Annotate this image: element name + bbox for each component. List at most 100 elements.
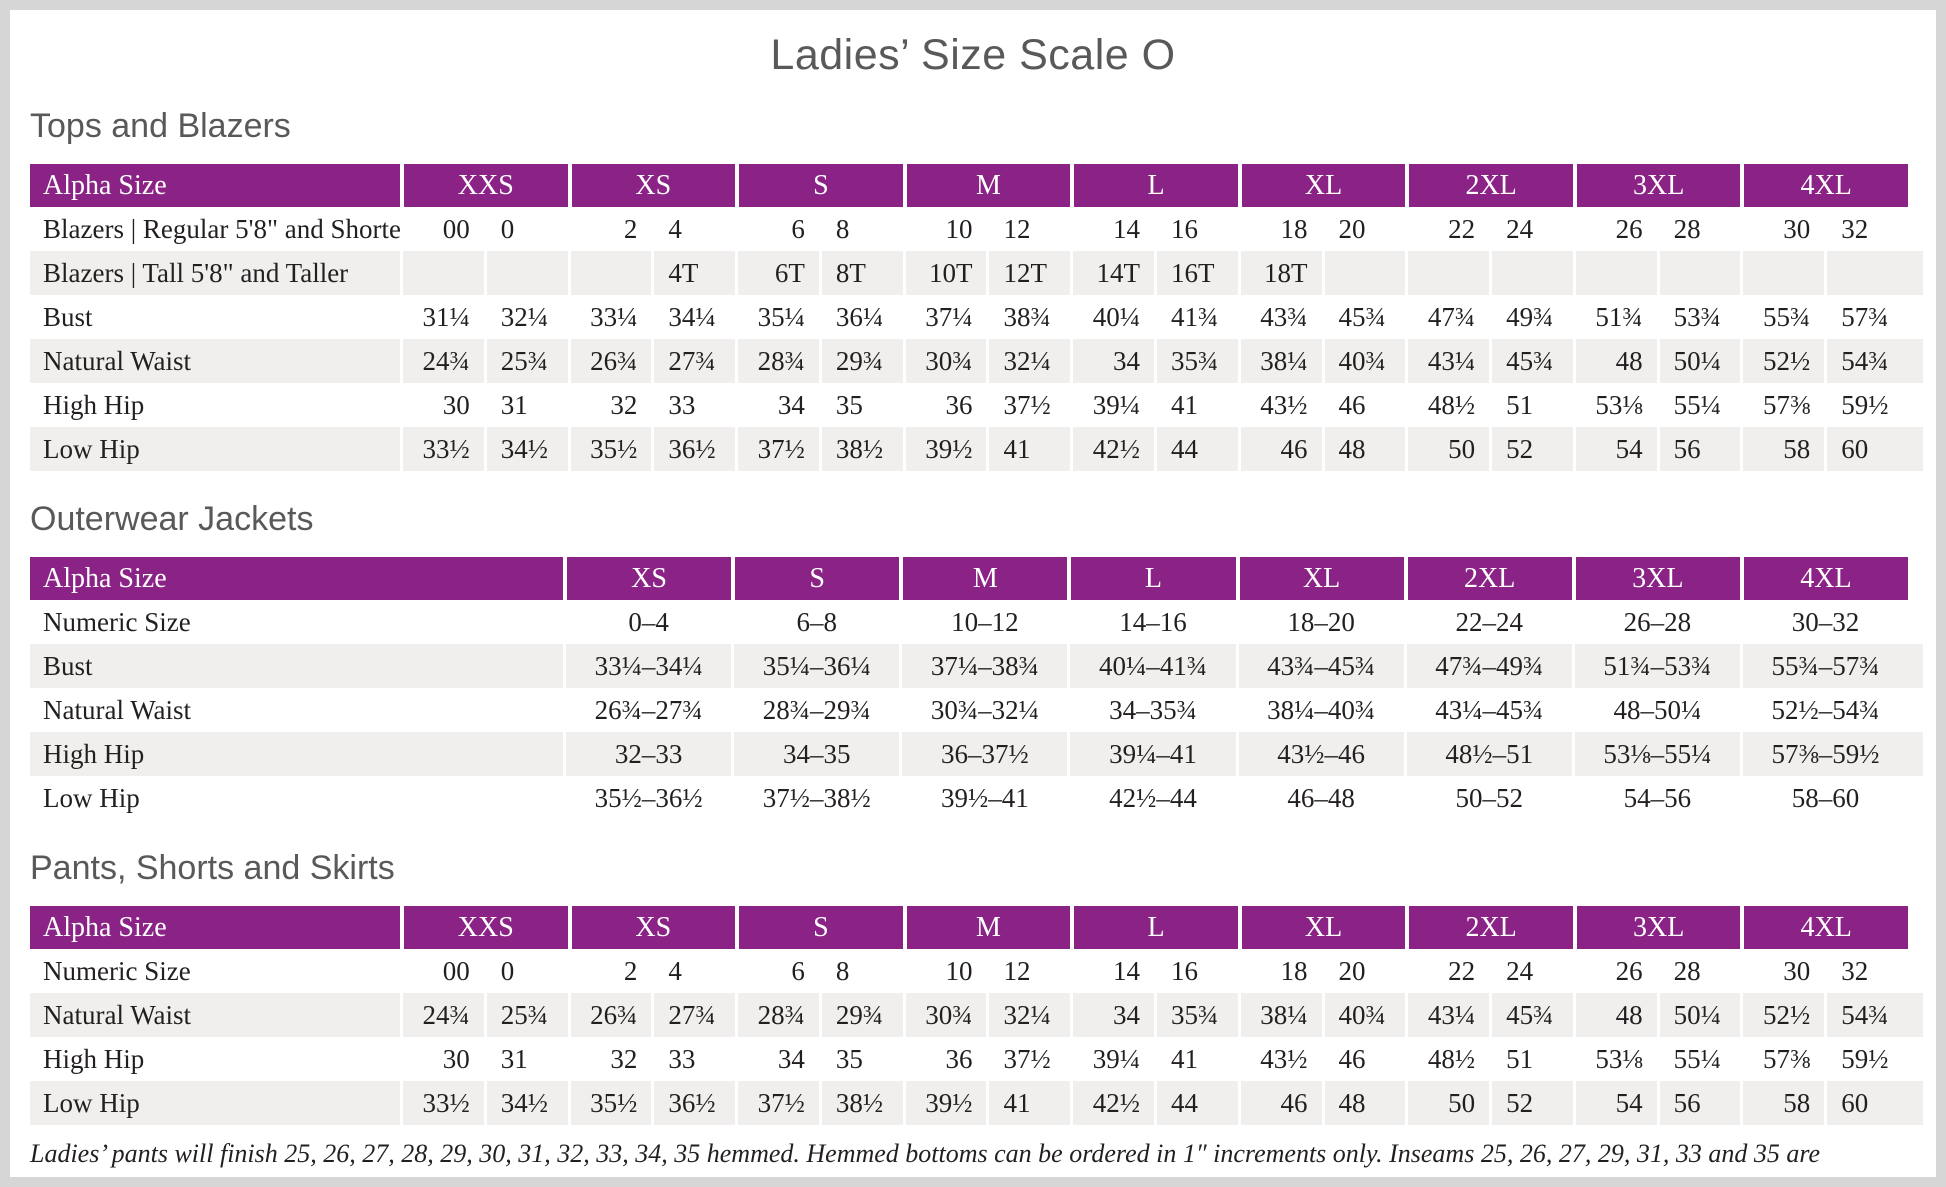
size-cell: 48½–51 <box>1403 732 1572 776</box>
size-cell: 32 <box>567 383 652 427</box>
size-cell: 32¼ <box>986 993 1070 1037</box>
row-label: Bust <box>43 651 93 681</box>
size-group-header-cell: M <box>902 906 1071 949</box>
size-cell: 59½ <box>1824 383 1908 427</box>
size-cell: 47¾ <box>1405 295 1489 339</box>
size-cell: 2 <box>567 207 652 251</box>
size-cell: 6 <box>735 949 819 993</box>
size-group-header-cell: 2XL <box>1405 164 1573 207</box>
size-cell: 48–50¼ <box>1571 688 1740 732</box>
size-cell: 35 <box>818 1037 903 1081</box>
size-cell: 4 <box>651 207 735 251</box>
size-cell: 46 <box>1321 1037 1406 1081</box>
size-cell <box>1405 251 1489 295</box>
size-cell: 41¾ <box>1154 295 1238 339</box>
table-row: Blazers | Regular 5'8" and Shorter 00 0 2 4 6… <box>30 207 1923 251</box>
size-cell: 52½–54¾ <box>1739 688 1908 732</box>
header-row: Alpha Size XS S M L XL 2XL 3XL 4XL <box>30 557 1908 600</box>
size-group-header-cell: S <box>735 164 903 207</box>
size-group-header-cell: L <box>1070 164 1238 207</box>
row-label: Low Hip <box>43 434 140 464</box>
size-cell: 53¾ <box>1656 295 1741 339</box>
size-cell: 35¾ <box>1154 339 1238 383</box>
size-cell <box>1572 251 1657 295</box>
size-cell: 30¾ <box>902 339 987 383</box>
size-cell: 34 <box>735 383 819 427</box>
size-cell: 8 <box>818 207 903 251</box>
size-cell: 34–35¾ <box>1067 688 1235 732</box>
size-cell: 48½ <box>1405 383 1489 427</box>
size-cell: 60 <box>1824 1081 1908 1125</box>
size-cell: 48 <box>1572 339 1657 383</box>
size-cell: 58–60 <box>1739 776 1908 820</box>
size-cell: 37½ <box>735 427 819 471</box>
size-cell: 31¼ <box>400 295 484 339</box>
size-cell: 30 <box>1740 949 1824 993</box>
size-cell: 39½ <box>902 427 987 471</box>
size-cell: 53⅛ <box>1572 1037 1657 1081</box>
size-cell: 32¼ <box>483 295 568 339</box>
size-cell: 28¾–29¾ <box>731 688 899 732</box>
size-cell: 28¾ <box>735 993 819 1037</box>
size-cell: 47¾–49¾ <box>1403 644 1572 688</box>
row-label: Natural Waist <box>43 1000 192 1030</box>
size-cell: 20 <box>1321 207 1406 251</box>
size-cell: 0–4 <box>563 600 731 644</box>
size-cell: 41 <box>986 427 1070 471</box>
row-label: Low Hip <box>43 1088 140 1118</box>
size-cell: 40¼ <box>1070 295 1154 339</box>
row-label: Blazers | Regular 5'8" and Shorter <box>43 214 400 244</box>
size-cell: 51 <box>1489 1037 1573 1081</box>
row-label: High Hip <box>43 1044 145 1074</box>
size-cell: 32 <box>1824 207 1908 251</box>
size-group-header-cell: 3XL <box>1572 164 1741 207</box>
row-label: Bust <box>43 302 93 332</box>
size-group-header-cell: 4XL <box>1740 164 1908 207</box>
size-cell: 39½–41 <box>899 776 1067 820</box>
row-label: Low Hip <box>43 783 140 813</box>
size-cell: 24¾ <box>400 993 484 1037</box>
size-cell: 54 <box>1572 1081 1657 1125</box>
size-cell: 4T <box>651 251 735 295</box>
size-cell <box>1321 251 1406 295</box>
size-cell: 30 <box>400 1037 484 1081</box>
row-label: Blazers | Tall 5'8" and Taller <box>43 258 349 288</box>
size-cell: 26–28 <box>1571 600 1740 644</box>
size-cell: 26¾ <box>567 339 652 383</box>
row-label: Natural Waist <box>43 695 192 725</box>
size-cell: 59½ <box>1824 1037 1908 1081</box>
size-cell: 37¼ <box>902 295 987 339</box>
size-cell: 50 <box>1405 427 1489 471</box>
size-cell: 36–37½ <box>899 732 1067 776</box>
size-cell: 32 <box>1824 949 1908 993</box>
size-cell <box>1824 251 1908 295</box>
size-cell: 24¾ <box>400 339 484 383</box>
size-cell: 28 <box>1656 949 1741 993</box>
size-cell: 22–24 <box>1403 600 1572 644</box>
size-cell: 00 <box>400 949 484 993</box>
size-group-header-cell: XXS <box>400 906 568 949</box>
size-cell: 34½ <box>483 1081 568 1125</box>
size-cell: 36 <box>902 1037 987 1081</box>
size-cell: 33½ <box>400 427 484 471</box>
size-cell: 52 <box>1489 1081 1573 1125</box>
size-cell: 41 <box>1154 383 1238 427</box>
size-cell: 43¼–45¾ <box>1403 688 1572 732</box>
table-row: Numeric Size 00 0 2 4 6 8 10 12 14 16 18 20 22 24 26 28 3… <box>30 949 1923 993</box>
size-cell: 24 <box>1489 207 1573 251</box>
size-cell: 43¼ <box>1405 993 1489 1037</box>
size-cell <box>567 251 652 295</box>
size-table: Alpha Size XXS XS S M L XL 2XL 3XL 4XL Numeric Siz… <box>30 906 1923 1125</box>
size-cell: 31 <box>483 1037 568 1081</box>
size-cell: 14T <box>1070 251 1154 295</box>
size-cell: 6 <box>735 207 819 251</box>
table-row: Low Hip 35½–36½ 37½–38½ 39½–41 42½–44 46–48 50… <box>30 776 1923 820</box>
size-cell: 22 <box>1405 949 1489 993</box>
size-cell: 57⅜–59½ <box>1739 732 1908 776</box>
size-cell: 37½ <box>986 383 1070 427</box>
size-cell: 20 <box>1321 949 1406 993</box>
table-row: High Hip 30 31 32 33 34 35 36 37½ 39¼ 41 43½ 46 48½ 51… <box>30 1037 1923 1081</box>
size-cell: 33 <box>651 383 735 427</box>
size-cell: 41 <box>1154 1037 1238 1081</box>
size-cell: 58 <box>1740 1081 1824 1125</box>
